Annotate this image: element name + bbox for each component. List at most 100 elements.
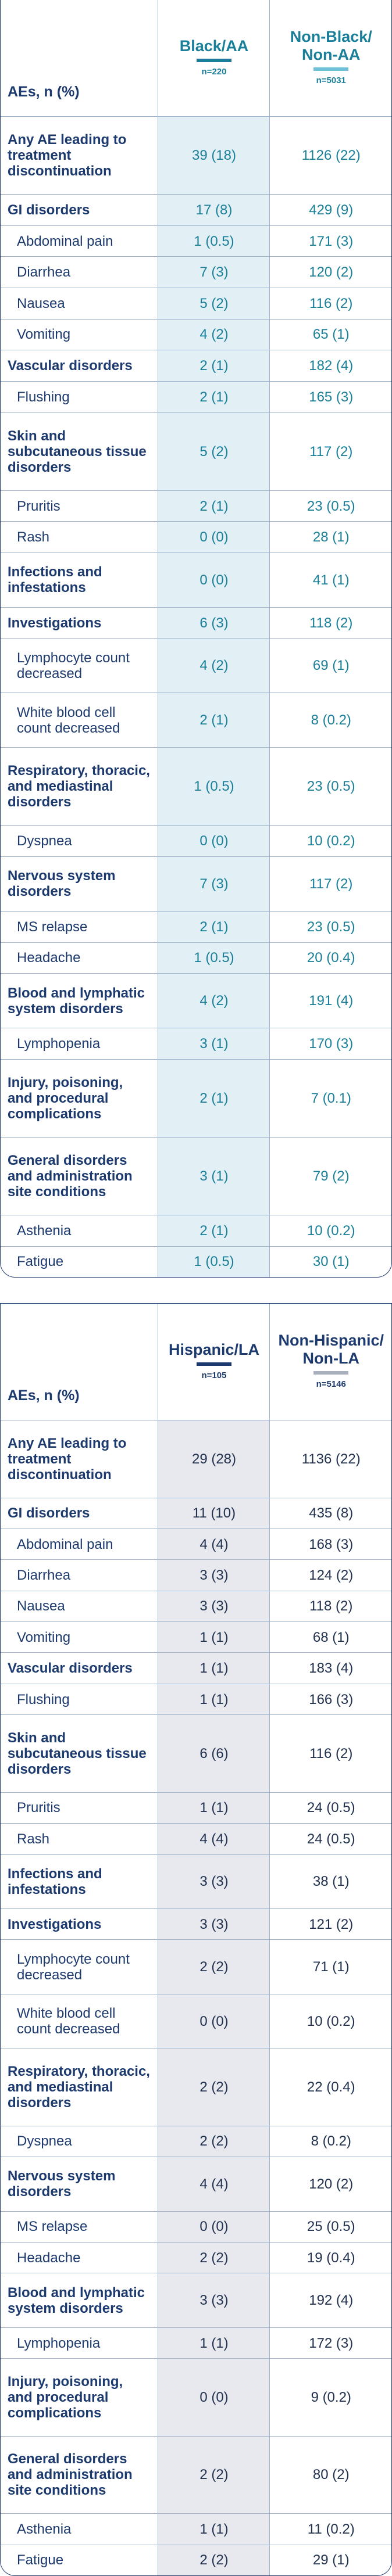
cell-value: 2 (2) bbox=[157, 1939, 269, 1994]
data-row: Injury, poisoning, and procedural compli… bbox=[1, 1059, 391, 1138]
row-label: Skin and subcutaneous tissue disorders bbox=[1, 1714, 158, 1793]
cell-value: 80 (2) bbox=[269, 2436, 391, 2514]
data-row: Fatigue 1 (0.5) 30 (1) bbox=[1, 1246, 391, 1277]
cell-value: 10 (0.2) bbox=[269, 825, 391, 857]
cell-value: 25 (0.5) bbox=[269, 2211, 391, 2243]
row-label: Nausea bbox=[1, 1591, 158, 1623]
cell-value: 29 (1) bbox=[269, 2545, 391, 2575]
data-row: Pruritis 1 (1) 24 (0.5) bbox=[1, 1792, 391, 1824]
row-label: Diarrhea bbox=[1, 256, 158, 289]
cell-value: 7 (3) bbox=[157, 256, 269, 289]
cell-value: 2 (1) bbox=[157, 490, 269, 522]
data-row: Blood and lymphatic system disorders 4 (2… bbox=[1, 973, 391, 1029]
row-label: Injury, poisoning, and procedural compli… bbox=[1, 2358, 158, 2437]
cell-value: 2 (2) bbox=[157, 2126, 269, 2158]
data-row: Diarrhea 7 (3) 120 (2) bbox=[1, 256, 391, 289]
data-row: White blood cell count decreased 2 (1) 8 (… bbox=[1, 693, 391, 748]
row-label: MS relapse bbox=[1, 911, 158, 943]
data-row: Flushing 2 (1) 165 (3) bbox=[1, 381, 391, 413]
row-label: Blood and lymphatic system disorders bbox=[1, 2273, 158, 2328]
row-label: Vascular disorders bbox=[1, 1652, 158, 1684]
cell-value: 4 (2) bbox=[157, 638, 269, 694]
cell-value: 2 (1) bbox=[157, 1215, 269, 1247]
row-label: Dyspnea bbox=[1, 2126, 158, 2158]
cell-value: 1 (1) bbox=[157, 1684, 269, 1716]
row-label: Vascular disorders bbox=[1, 350, 158, 382]
data-row: Skin and subcutaneous tissue disorders 6 … bbox=[1, 1714, 391, 1793]
data-row: Vomiting 4 (2) 65 (1) bbox=[1, 319, 391, 351]
cell-value: 0 (0) bbox=[157, 552, 269, 608]
row-label: GI disorders bbox=[1, 1498, 158, 1529]
row-label: Lymphocyte count decreased bbox=[1, 1939, 158, 1994]
column-bar bbox=[197, 1362, 231, 1366]
cell-value: 6 (3) bbox=[157, 607, 269, 639]
table-card: AEs, n (%) Hispanic/LA n=105 Non-Hispanic/ … bbox=[0, 1303, 392, 2576]
row-label: Pruritis bbox=[1, 490, 158, 522]
cell-value: 1 (1) bbox=[157, 2513, 269, 2545]
cell-value: 124 (2) bbox=[269, 1559, 391, 1591]
column-n: n=105 bbox=[201, 1370, 227, 1380]
cell-value: 4 (4) bbox=[157, 2157, 269, 2212]
column-bar bbox=[197, 58, 231, 62]
data-row: Lymphopenia 1 (1) 172 (3) bbox=[1, 2327, 391, 2359]
row-label: Investigations bbox=[1, 607, 158, 639]
cell-value: 3 (3) bbox=[157, 1908, 269, 1940]
cell-value: 24 (0.5) bbox=[269, 1792, 391, 1824]
row-label: Lymphopenia bbox=[1, 1028, 158, 1060]
column-name: Non-Black/ Non-AA bbox=[290, 28, 372, 63]
column-header: Hispanic/LA n=105 bbox=[157, 1304, 269, 1420]
cell-value: 41 (1) bbox=[269, 552, 391, 608]
cell-value: 23 (0.5) bbox=[269, 747, 391, 826]
data-row: Dyspnea 0 (0) 10 (0.2) bbox=[1, 825, 391, 857]
cell-value: 11 (0.2) bbox=[269, 2513, 391, 2545]
header-row: AEs, n (%) Hispanic/LA n=105 Non-Hispanic/ … bbox=[1, 1304, 391, 1420]
cell-value: 22 (0.4) bbox=[269, 2048, 391, 2126]
cell-value: 20 (0.4) bbox=[269, 942, 391, 974]
row-label: Any AE leading to treatment discontinuat… bbox=[1, 1420, 158, 1498]
row-label: General disorders and administration sit… bbox=[1, 1137, 158, 1215]
data-row: Rash 0 (0) 28 (1) bbox=[1, 521, 391, 553]
cell-value: 120 (2) bbox=[269, 256, 391, 289]
cell-value: 165 (3) bbox=[269, 381, 391, 413]
cell-value: 1 (0.5) bbox=[157, 747, 269, 826]
cell-value: 1 (1) bbox=[157, 2327, 269, 2359]
cell-value: 3 (3) bbox=[157, 1591, 269, 1623]
row-label: Abdominal pain bbox=[1, 225, 158, 257]
row-label: Headache bbox=[1, 942, 158, 974]
cell-value: 11 (10) bbox=[157, 1498, 269, 1529]
cell-value: 117 (2) bbox=[269, 856, 391, 912]
data-row: Dyspnea 2 (2) 8 (0.2) bbox=[1, 2126, 391, 2158]
cell-value: 4 (4) bbox=[157, 1529, 269, 1560]
data-row: Blood and lymphatic system disorders 3 (3… bbox=[1, 2273, 391, 2328]
cell-value: 28 (1) bbox=[269, 521, 391, 553]
data-row: Fatigue 2 (2) 29 (1) bbox=[1, 2545, 391, 2575]
cell-value: 30 (1) bbox=[269, 1246, 391, 1277]
cell-value: 120 (2) bbox=[269, 2157, 391, 2212]
column-name: Hispanic/LA bbox=[168, 1340, 260, 1358]
data-row: Infections and infestations 0 (0) 41 (1) bbox=[1, 552, 391, 608]
cell-value: 71 (1) bbox=[269, 1939, 391, 1994]
data-row: Any AE leading to treatment discontinuat… bbox=[1, 116, 391, 195]
data-row: Nervous system disorders 7 (3) 117 (2) bbox=[1, 856, 391, 912]
cell-value: 2 (1) bbox=[157, 1059, 269, 1138]
column-n: n=220 bbox=[201, 66, 227, 77]
row-label: Vomiting bbox=[1, 1621, 158, 1653]
cell-value: 168 (3) bbox=[269, 1529, 391, 1560]
row-label: Respiratory, thoracic, and mediastinal d… bbox=[1, 747, 158, 826]
data-row: White blood cell count decreased 0 (0) 10 … bbox=[1, 1994, 391, 2049]
row-label: Pruritis bbox=[1, 1792, 158, 1824]
data-row: Diarrhea 3 (3) 124 (2) bbox=[1, 1559, 391, 1591]
cell-value: 1 (1) bbox=[157, 1652, 269, 1684]
cell-value: 1 (1) bbox=[157, 1792, 269, 1824]
column-name: Non-Hispanic/ Non-LA bbox=[278, 1332, 384, 1367]
cell-value: 2 (1) bbox=[157, 381, 269, 413]
cell-value: 116 (2) bbox=[269, 1714, 391, 1793]
cell-value: 65 (1) bbox=[269, 319, 391, 351]
cell-value: 172 (3) bbox=[269, 2327, 391, 2359]
data-row: Headache 2 (2) 19 (0.4) bbox=[1, 2242, 391, 2274]
column-n: n=5031 bbox=[316, 76, 346, 85]
cell-value: 2 (1) bbox=[157, 693, 269, 748]
cell-value: 118 (2) bbox=[269, 1591, 391, 1623]
cell-value: 2 (1) bbox=[157, 350, 269, 382]
